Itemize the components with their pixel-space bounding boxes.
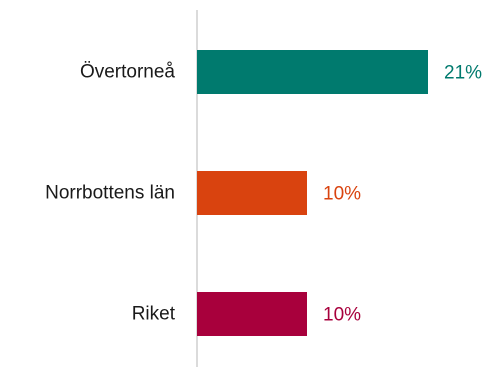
value-label: 10% — [323, 305, 361, 326]
category-label: Övertorneå — [80, 62, 175, 83]
value-label: 21% — [444, 63, 482, 84]
value-label: 10% — [323, 184, 361, 205]
bar — [197, 292, 307, 336]
category-label: Norrbottens län — [45, 183, 175, 204]
bars-layer: Övertorneå 21% Norrbottens län 10% Riket 10% — [45, 50, 482, 336]
category-label: Riket — [132, 304, 176, 325]
bar — [197, 50, 428, 94]
bar — [197, 171, 307, 215]
